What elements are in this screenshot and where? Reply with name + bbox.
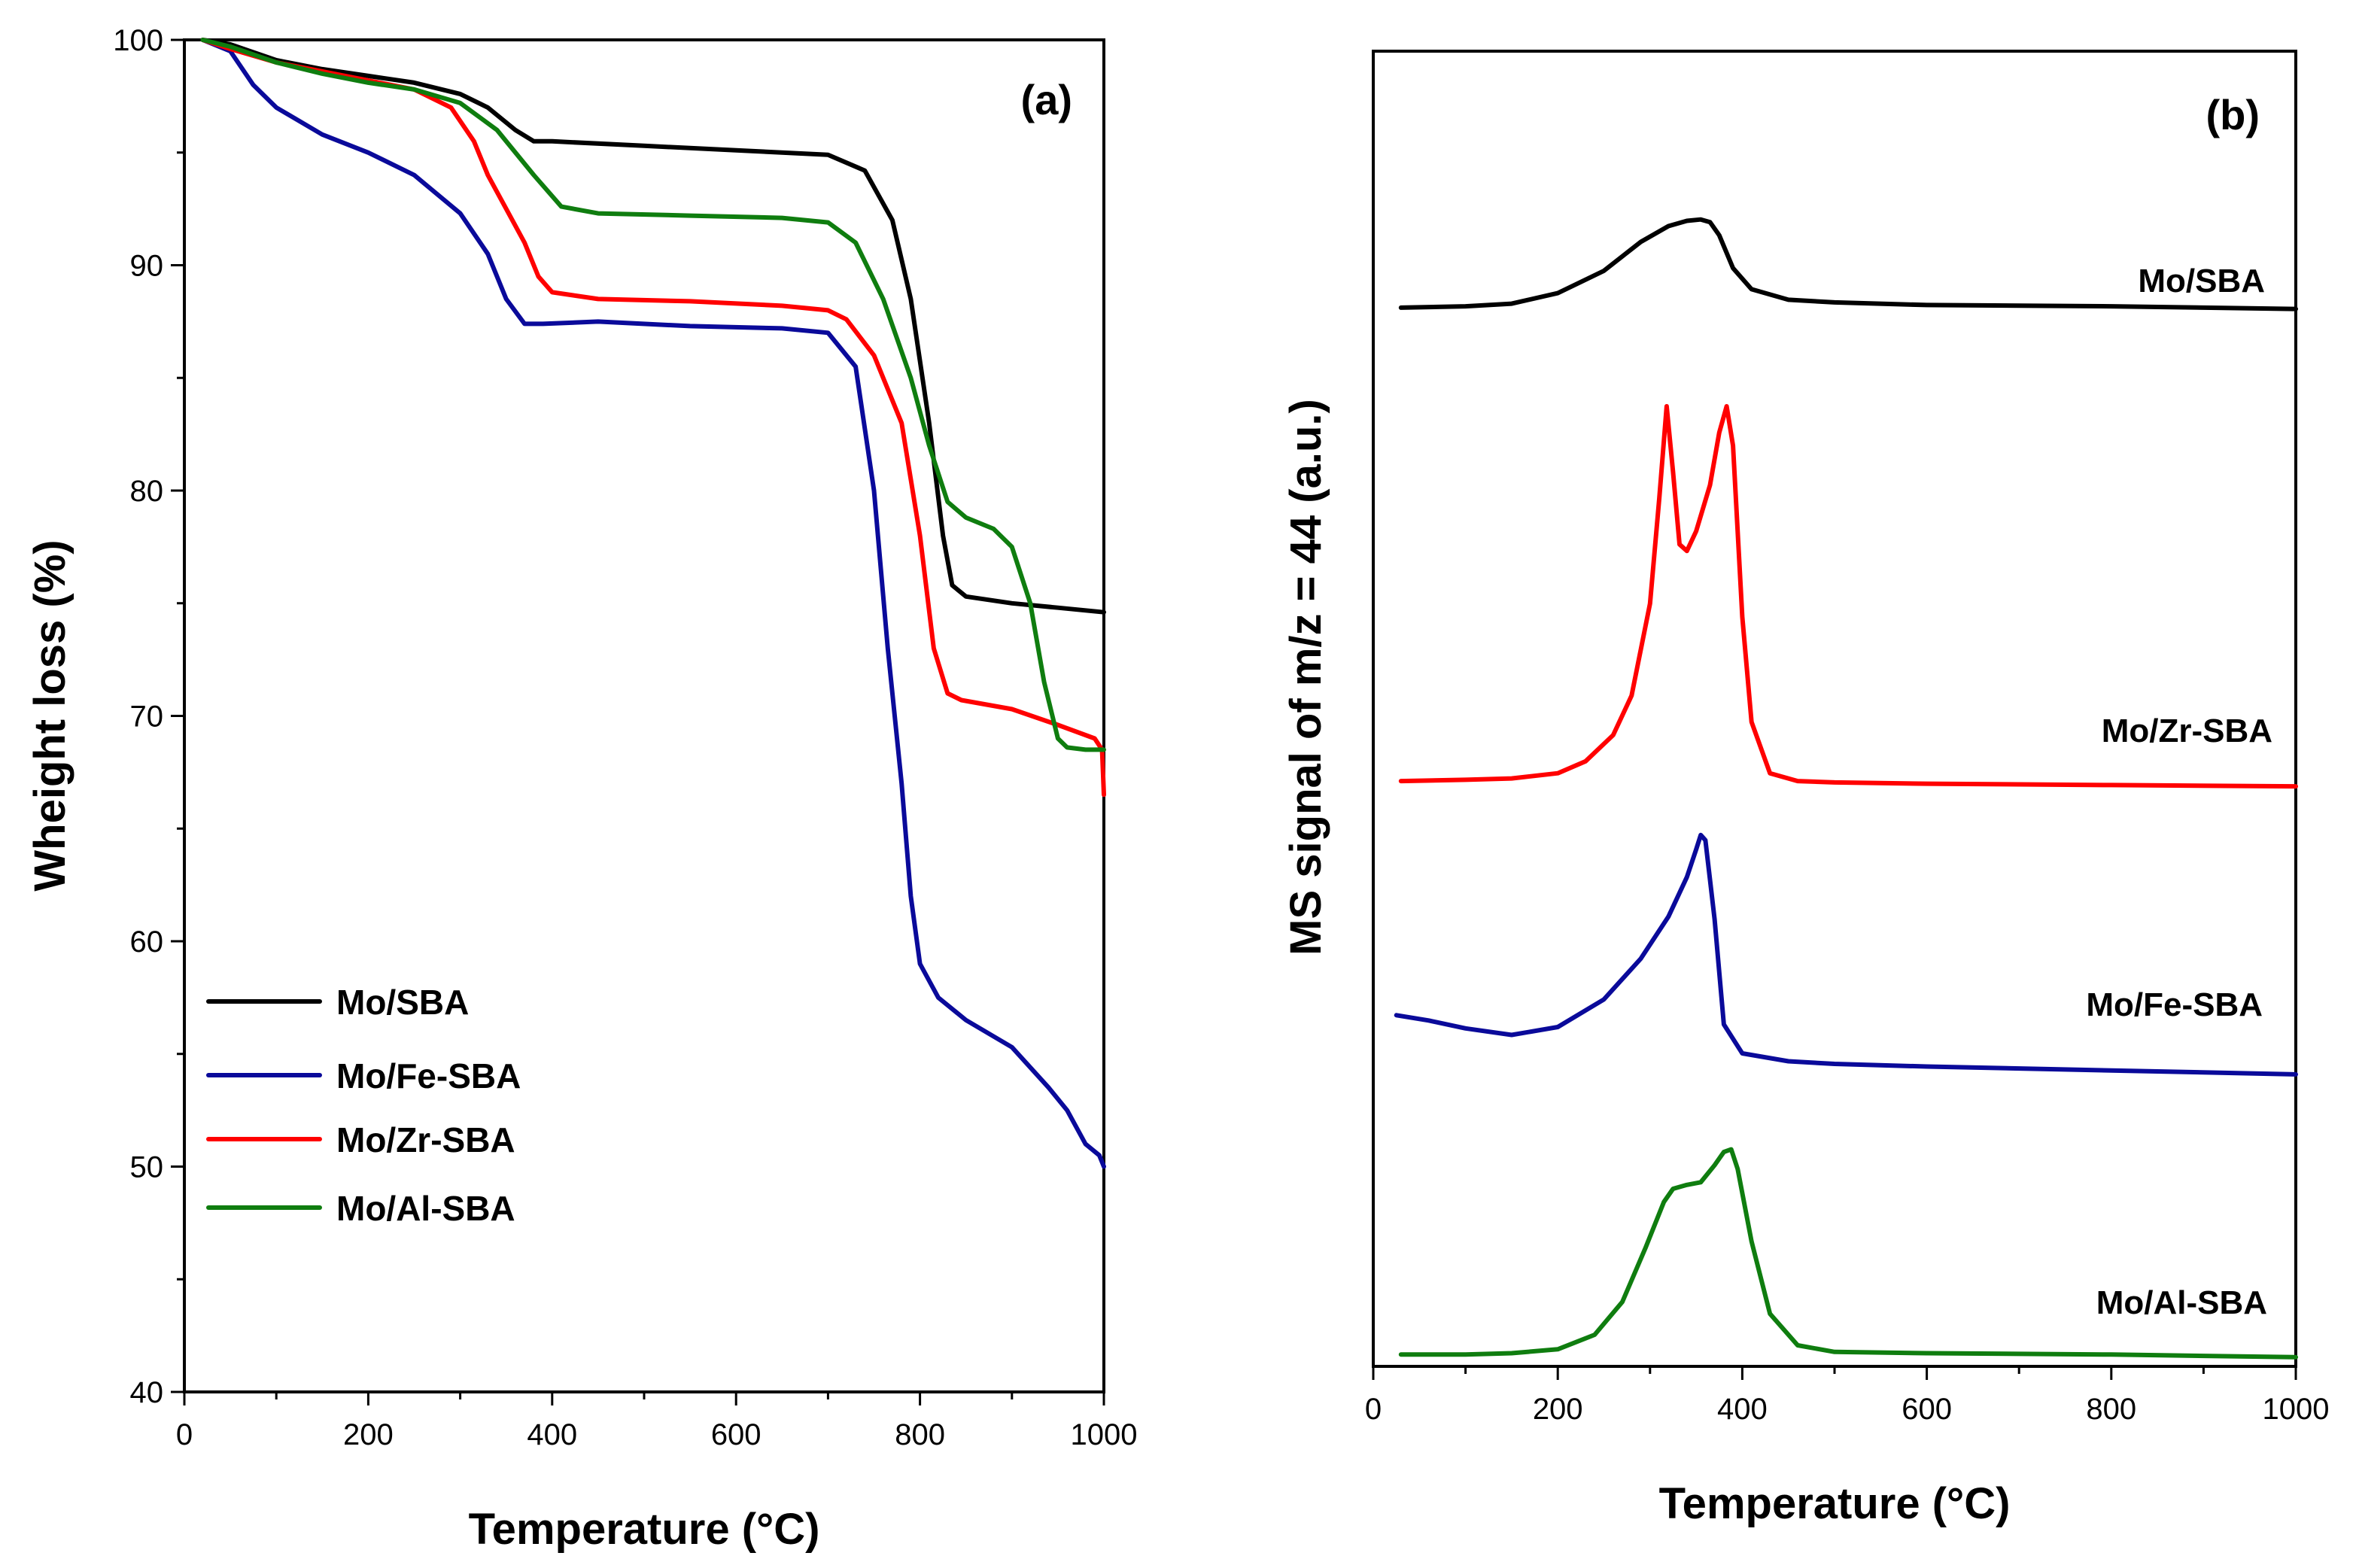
panel-a-label: (a) — [1021, 76, 1072, 123]
panel-b-series-mo-zr-sba — [1398, 404, 2298, 789]
panel-a-series-mo-al-sba — [200, 38, 1106, 752]
panel-a-legend: Mo/SBA Mo/Fe-SBA Mo/Zr-SBA Mo/Al-SBA — [206, 983, 521, 1228]
panel-b-x-tick-label: 1000 — [2263, 1393, 2330, 1426]
panel-a-x-tick-label: 1000 — [1071, 1418, 1138, 1451]
panel-a-y-axis-title: Wheight loss (%) — [26, 539, 74, 891]
panel-b-x-tick-label: 200 — [1533, 1393, 1583, 1426]
panel-a-series-mo-zr-sba — [200, 38, 1106, 798]
panel-a-axis-ticks: 0 200 400 600 800 1000 40 50 60 70 80 90 100 — [113, 24, 1137, 1451]
panel-a-y-tick-label: 70 — [130, 700, 164, 734]
series-label-mo-sba: Mo/SBA — [2138, 263, 2265, 299]
panel-b-series-mo-sba — [1398, 217, 2298, 311]
panel-a-plot-frame — [183, 38, 1105, 1393]
panel-a-y-tick-label: 40 — [130, 1376, 164, 1409]
panel-a-x-tick-label: 200 — [343, 1418, 394, 1451]
panel-b-series-mo-fe-sba — [1394, 832, 2298, 1077]
panel-b-plot-frame — [1372, 50, 2297, 1368]
panel-a-x-tick-label: 800 — [895, 1418, 945, 1451]
legend-label-mo-fe-sba: Mo/Fe-SBA — [336, 1056, 521, 1095]
legend-label-mo-zr-sba: Mo/Zr-SBA — [336, 1120, 515, 1159]
series-label-mo-zr-sba: Mo/Zr-SBA — [2102, 713, 2272, 749]
panel-a-x-tick-label: 600 — [711, 1418, 762, 1451]
panel-a-tga: 0 200 400 600 800 1000 40 50 60 70 80 90 100 (a) Tem… — [26, 24, 1137, 1554]
panel-b-x-axis-title: Temperature (°C) — [1659, 1479, 2011, 1528]
series-label-mo-al-sba: Mo/Al-SBA — [2096, 1284, 2267, 1321]
panel-b-ms-signal: 0 200 400 600 800 1000 (b) Temperature (°C) M… — [1281, 50, 2330, 1528]
panel-a-series-mo-sba — [200, 38, 1106, 615]
panel-a-y-tick-label: 60 — [130, 925, 164, 959]
panel-b-x-tick-label: 800 — [2086, 1393, 2136, 1426]
panel-b-axis-ticks: 0 200 400 600 800 1000 — [1365, 1366, 2330, 1426]
panel-a-x-tick-label: 0 — [176, 1418, 193, 1451]
panel-a-y-tick-label: 100 — [113, 24, 163, 57]
panel-a-curves — [200, 38, 1106, 1169]
panel-b-y-axis-title: MS signal of m/z = 44 (a.u.) — [1281, 399, 1330, 956]
legend-label-mo-al-sba: Mo/Al-SBA — [336, 1189, 515, 1228]
panel-a-series-mo-fe-sba — [200, 38, 1106, 1169]
panel-b-label: (b) — [2206, 91, 2260, 138]
panel-b-x-tick-label: 400 — [1717, 1393, 1768, 1426]
panel-b-x-tick-label: 600 — [1902, 1393, 1952, 1426]
panel-b-x-tick-label: 0 — [1365, 1393, 1382, 1426]
legend-label-mo-sba: Mo/SBA — [336, 983, 469, 1022]
series-label-mo-fe-sba: Mo/Fe-SBA — [2086, 986, 2263, 1023]
panel-a-y-tick-label: 90 — [130, 250, 164, 283]
panel-a-y-tick-label: 80 — [130, 475, 164, 508]
panel-a-y-tick-label: 50 — [130, 1151, 164, 1184]
panel-a-x-axis-title: Temperature (°C) — [469, 1505, 820, 1554]
panel-a-x-tick-label: 400 — [527, 1418, 577, 1451]
panel-b-series-mo-al-sba — [1398, 1147, 2298, 1360]
panel-b-curves — [1394, 217, 2298, 1360]
